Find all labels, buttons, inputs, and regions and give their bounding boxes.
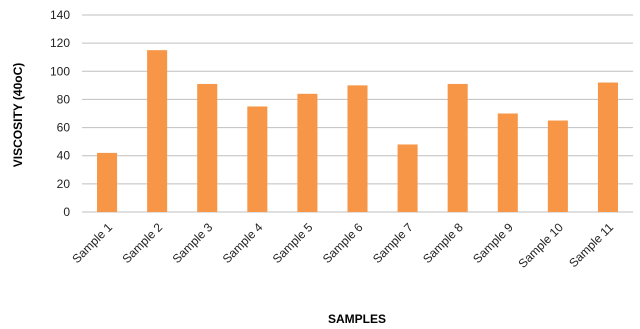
x-tick-label: Sample 7 — [370, 220, 416, 266]
bar — [97, 152, 118, 212]
y-tick-label: 120 — [50, 36, 70, 50]
x-tick-label: Sample 5 — [270, 220, 316, 266]
x-tick-label: Sample 6 — [320, 220, 366, 266]
bar — [247, 106, 268, 212]
bar — [347, 85, 368, 212]
y-tick-label: 60 — [57, 121, 71, 135]
bar — [597, 82, 618, 213]
y-tick-label: 40 — [57, 149, 71, 163]
y-tick-label: 80 — [57, 92, 71, 106]
bar — [197, 83, 218, 212]
x-tick-label: Sample 4 — [220, 220, 266, 266]
bar — [297, 93, 318, 212]
x-axis-title: SAMPLES — [328, 312, 386, 326]
y-tick-label: 140 — [50, 8, 70, 22]
bar — [397, 144, 418, 212]
y-tick-labels: 0 20 40 60 80 100 120 140 — [50, 8, 70, 219]
x-tick-label: Sample 9 — [470, 220, 516, 266]
bar — [547, 120, 568, 212]
bars — [97, 50, 618, 213]
x-tick-labels: Sample 1 Sample 2 Sample 3 Sample 4 Sample 5… — [69, 220, 616, 271]
y-tick-label: 20 — [57, 177, 71, 191]
x-tick-label: Sample 2 — [120, 220, 166, 266]
bar — [497, 113, 518, 212]
x-tick-label: Sample 10 — [516, 220, 567, 271]
x-tick-label: Sample 1 — [69, 220, 115, 266]
x-tick-label: Sample 3 — [170, 220, 216, 266]
y-tick-label: 0 — [63, 205, 70, 219]
bar — [447, 83, 468, 212]
x-tick-label: Sample 11 — [566, 220, 616, 270]
bar — [147, 50, 168, 212]
x-tick-label: Sample 8 — [420, 220, 466, 266]
y-axis-title: VISCOSITY (40oC) — [11, 63, 25, 167]
y-tick-label: 100 — [50, 64, 70, 78]
